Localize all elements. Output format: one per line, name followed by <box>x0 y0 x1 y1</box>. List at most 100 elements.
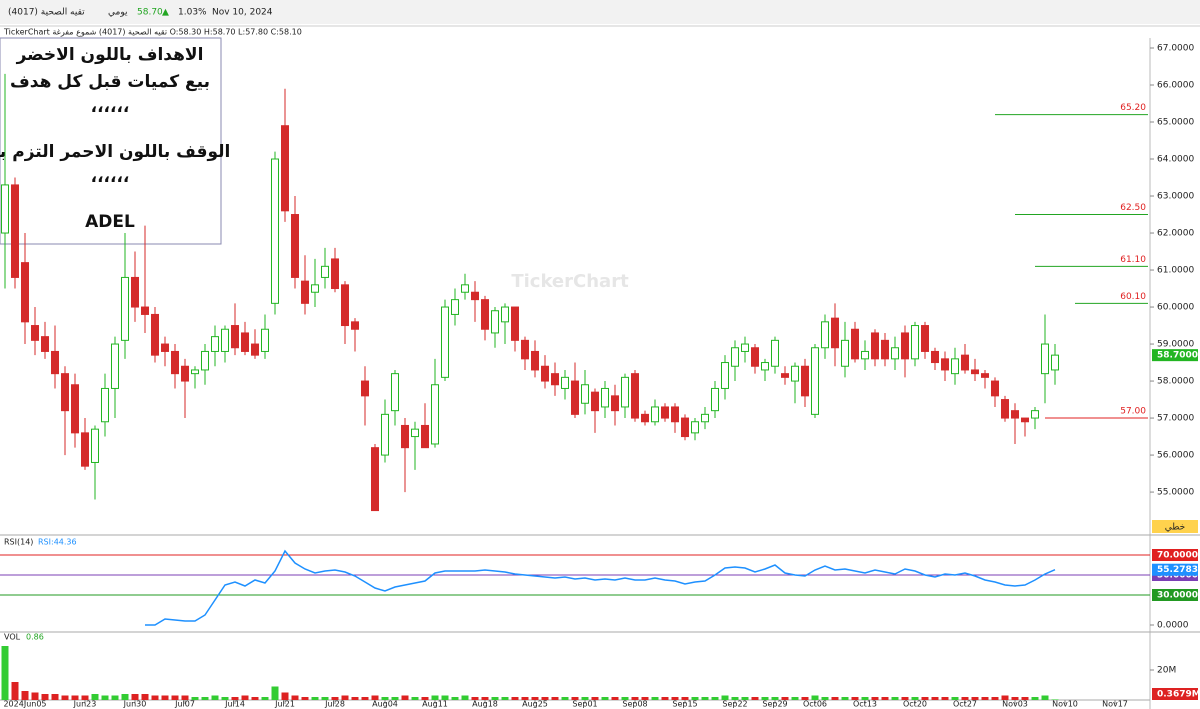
volume-bar <box>141 694 149 700</box>
volume-bar <box>831 697 839 700</box>
candle-body <box>241 332 249 352</box>
volume-bar <box>311 697 319 700</box>
candle-body <box>61 373 69 412</box>
volume-bar <box>771 697 779 700</box>
candle-body <box>21 262 29 323</box>
volume-bar <box>501 697 509 700</box>
candle-body <box>791 365 799 382</box>
candle-body <box>721 362 729 389</box>
volume-bar <box>861 697 869 700</box>
volume-bar <box>551 697 559 700</box>
candle-body <box>481 299 489 330</box>
candle-body <box>901 332 909 360</box>
volume-bar <box>1031 697 1039 700</box>
candle-body <box>991 380 999 397</box>
volume-bar <box>181 695 189 700</box>
mode-button-label[interactable]: خطي <box>1165 523 1185 533</box>
symbol-name: تقيه الصحية (4017) <box>8 8 85 18</box>
legend: TickerChart تقيه الصحية (4017) شموع مفرغ… <box>3 28 302 37</box>
candle-body <box>101 387 109 423</box>
volume-bar <box>781 697 789 700</box>
volume-bar <box>341 695 349 700</box>
x-tick-label: Oct13 <box>853 700 877 709</box>
volume-bar <box>531 697 539 700</box>
volume-bar <box>171 695 179 700</box>
volume-bar <box>541 697 549 700</box>
volume-bar <box>1011 697 1019 700</box>
volume-bar <box>841 697 849 700</box>
target-label: 65.20 <box>1120 103 1146 113</box>
volume-bar <box>1021 697 1029 700</box>
candle-body <box>981 373 989 378</box>
y-tick-label: 61.0000 <box>1157 266 1194 276</box>
volume-bar <box>681 697 689 700</box>
candle-body <box>801 365 809 397</box>
candle-body <box>271 158 279 304</box>
x-tick-label: Jul07 <box>174 700 195 709</box>
candle-body <box>1031 410 1039 419</box>
note-line: بيع كميات قبل كل هدف <box>10 72 210 92</box>
candle-body <box>181 365 189 382</box>
candle-body <box>551 373 559 386</box>
candle-body <box>251 343 259 356</box>
volume-bar <box>81 695 89 700</box>
candle-body <box>1 184 9 234</box>
volume-bar <box>581 697 589 700</box>
target-label: 62.50 <box>1120 203 1146 213</box>
mode-button[interactable] <box>1152 520 1198 533</box>
x-tick-label: Nov10 <box>1052 700 1078 709</box>
vol-title: VOL <box>4 633 21 642</box>
candle-body <box>531 350 539 371</box>
rsi-tick-label: 0.0000 <box>1157 621 1189 631</box>
volume-bar <box>951 697 959 700</box>
volume-bar <box>921 697 929 700</box>
x-tick-label: Oct06 <box>803 700 827 709</box>
candle-body <box>871 332 879 360</box>
candle-body <box>931 350 939 364</box>
volume-bar <box>511 697 519 700</box>
candle-body <box>691 421 699 434</box>
vol-last-label: 0.3679M <box>1157 690 1200 700</box>
candle-body <box>781 373 789 378</box>
volume-bar <box>801 697 809 700</box>
volume-bar <box>741 697 749 700</box>
vol-last-box <box>1152 688 1198 700</box>
volume-bar <box>711 697 719 700</box>
candle-body <box>771 339 779 367</box>
volume-bar <box>641 697 649 700</box>
volume-bar <box>51 694 59 700</box>
volume-bar <box>201 697 209 700</box>
candle-body <box>731 347 739 367</box>
volume-bar <box>221 697 229 700</box>
candle-body <box>321 265 329 278</box>
candle-body <box>201 350 209 371</box>
candle-body <box>511 306 519 341</box>
x-tick-label: Sep22 <box>722 700 747 709</box>
rsi-title: RSI(14) <box>4 538 33 547</box>
watermark: TickerChart <box>511 271 629 292</box>
candle-body <box>611 395 619 412</box>
x-tick-label: Oct20 <box>903 700 927 709</box>
note-box <box>0 37 222 245</box>
volume-bar <box>391 697 399 700</box>
candle-body <box>431 384 439 445</box>
volume-bar <box>11 682 19 700</box>
candle-body <box>491 310 499 334</box>
volume-bar <box>691 697 699 700</box>
volume-bar <box>941 697 949 700</box>
volume-bar <box>91 694 99 700</box>
volume-bar <box>611 697 619 700</box>
note-line: ADEL <box>85 212 135 232</box>
volume-bar <box>371 695 379 700</box>
candle-body <box>131 276 139 308</box>
volume-bar <box>271 686 279 700</box>
candle-body <box>1041 343 1049 375</box>
candle-body <box>581 384 589 404</box>
y-tick-label: 57.0000 <box>1157 414 1194 424</box>
candle-body <box>701 413 709 423</box>
candle-body <box>841 339 849 367</box>
candle-body <box>761 362 769 371</box>
volume-bar <box>1001 695 1009 700</box>
note-line: ،،،،،، <box>91 167 130 187</box>
x-tick-label: Jul28 <box>324 700 345 709</box>
